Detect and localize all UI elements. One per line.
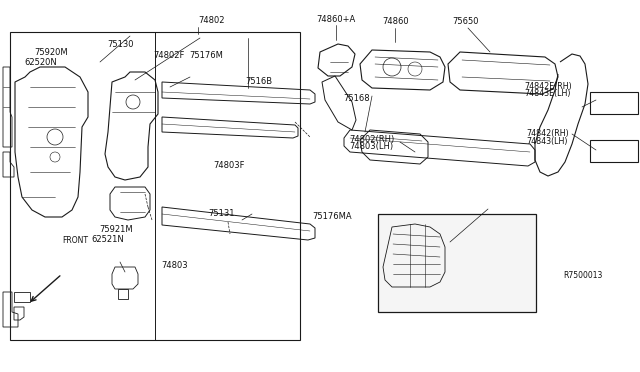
Text: 74860: 74860: [382, 17, 409, 26]
Bar: [10, 32, 300, 340]
Bar: [590, 92, 638, 114]
Text: 74803F: 74803F: [214, 161, 245, 170]
Text: 75650: 75650: [452, 17, 478, 26]
Text: R7500013: R7500013: [563, 271, 603, 280]
Bar: [378, 214, 536, 312]
Text: 75131: 75131: [208, 209, 234, 218]
Text: 75176MA: 75176MA: [312, 212, 352, 221]
Text: 75920M: 75920M: [34, 48, 68, 57]
Text: 62520N: 62520N: [24, 58, 57, 67]
Text: FRONT: FRONT: [62, 236, 88, 245]
Text: 74843E(LH): 74843E(LH): [525, 89, 572, 98]
Text: 74803(LH): 74803(LH): [349, 142, 393, 151]
Text: 75176M: 75176M: [189, 51, 223, 60]
Text: 74842E(RH): 74842E(RH): [525, 82, 573, 91]
Bar: [590, 140, 638, 162]
Text: 74842(RH): 74842(RH): [526, 129, 569, 138]
Text: 74802F: 74802F: [154, 51, 185, 60]
Text: 75168: 75168: [344, 94, 371, 103]
Text: 7516B: 7516B: [246, 77, 273, 86]
Text: 62521N: 62521N: [92, 235, 124, 244]
Text: 74843(LH): 74843(LH): [526, 137, 568, 146]
Text: 75921M: 75921M: [99, 225, 133, 234]
Text: 74802: 74802: [198, 16, 225, 25]
Text: 74802(RH): 74802(RH): [349, 135, 394, 144]
Text: 74803: 74803: [161, 261, 188, 270]
Text: 75130: 75130: [108, 40, 134, 49]
Text: 74860+A: 74860+A: [316, 15, 355, 24]
